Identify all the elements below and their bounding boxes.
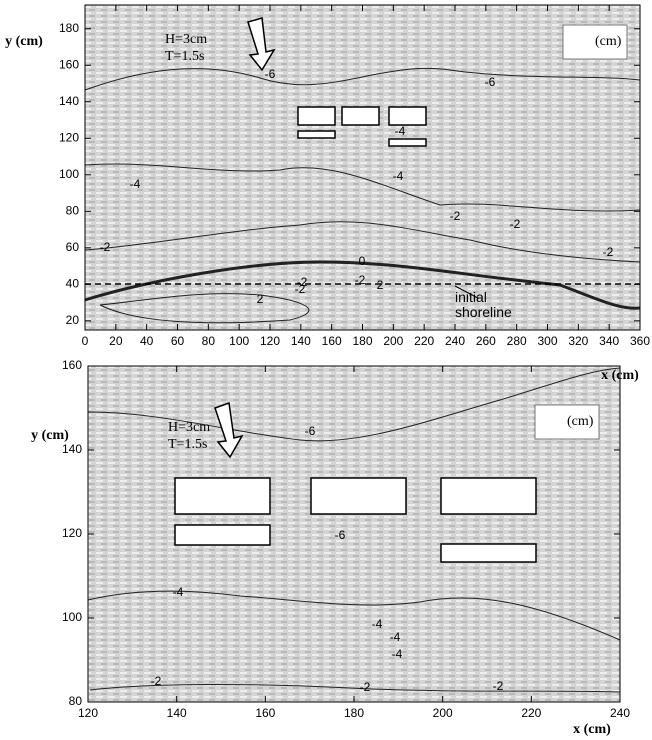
structure	[175, 478, 270, 514]
y-tick-label: 80	[66, 203, 80, 217]
annotation: H=3cm	[168, 420, 210, 435]
y-tick-label: 60	[66, 240, 80, 254]
annotation: (cm)	[567, 414, 594, 429]
x-tick-label: 360	[630, 334, 650, 348]
contour-label: -2	[100, 240, 111, 254]
contour-label: -4	[393, 169, 404, 183]
contour-label: -2	[360, 680, 371, 694]
contour-label: 0	[359, 254, 366, 268]
annotation: T=1.5s	[168, 437, 207, 452]
contour-label: -4	[390, 630, 401, 644]
y-tick-label: 160	[59, 57, 79, 71]
structure	[441, 478, 536, 514]
x-tick-label: 260	[476, 334, 496, 348]
annotation: T=1.5s	[165, 49, 204, 64]
contour-label: -6	[485, 75, 496, 89]
y-tick-label: 140	[59, 94, 79, 108]
x-tick-label: 280	[507, 334, 527, 348]
structure	[175, 525, 270, 545]
contour-label: -2	[603, 245, 614, 259]
page: -6-6-4-4-4-2-2-2-2-2022-2-2H=3cmT=1.5s(c…	[0, 0, 652, 740]
y-axis-label: y (cm)	[4, 34, 44, 50]
y-axis-label: y (cm)	[10, 428, 90, 444]
contour-label: -4	[173, 585, 184, 599]
contour-label: -2	[450, 209, 461, 223]
y-tick-label: 120	[59, 130, 79, 144]
x-tick-label: 320	[568, 334, 588, 348]
structure	[342, 107, 379, 125]
structure	[389, 107, 426, 125]
contour-label: -6	[305, 424, 316, 438]
y-tick-label: 100	[59, 167, 79, 181]
structure	[298, 131, 335, 138]
contour-label: -2	[493, 679, 504, 693]
x-tick-label: 200	[433, 706, 453, 720]
contour-label: -2	[151, 674, 162, 688]
x-tick-label: 300	[537, 334, 557, 348]
x-tick-label: 60	[171, 334, 185, 348]
x-tick-label: 100	[229, 334, 249, 348]
y-tick-label: 180	[59, 21, 79, 35]
contour-label: -4	[372, 617, 383, 631]
structure	[311, 478, 406, 514]
x-tick-label: 240	[610, 706, 630, 720]
chart-2: -6 -6 -4 -4 -4 -4 -2 -2 -2 H=3cm T=1.5s (cm) 120 140 1…	[62, 358, 630, 720]
x-tick-label: 240	[445, 334, 465, 348]
x-tick-label: 140	[291, 334, 311, 348]
y-tick-label: 20	[66, 313, 80, 327]
x-tick-label: 220	[414, 334, 434, 348]
x-tick-label: 180	[344, 706, 364, 720]
contour-label: -4	[130, 177, 141, 191]
x-tick-label: 200	[383, 334, 403, 348]
x-tick-label: 160	[322, 334, 342, 348]
contour-label: -2	[355, 273, 366, 287]
figure: -6-6-4-4-4-2-2-2-2-2022-2-2H=3cmT=1.5s(c…	[0, 0, 652, 740]
shoreline-label: initial shoreline	[455, 290, 545, 320]
y-tick-label: 40	[66, 277, 80, 291]
chart-1: -6-6-4-4-4-2-2-2-2-2022-2-2H=3cmT=1.5s(c…	[59, 5, 650, 348]
x-axis-label: x (cm)	[580, 368, 652, 384]
x-tick-label: 0	[82, 334, 89, 348]
y-tick-label: 80	[69, 694, 83, 708]
y-tick-label: 120	[62, 526, 82, 540]
x-tick-label: 40	[140, 334, 154, 348]
structure	[389, 139, 426, 146]
x-tick-label: 160	[255, 706, 275, 720]
x-tick-label: 120	[78, 706, 98, 720]
y-tick-label: 160	[62, 358, 82, 372]
x-tick-label: 80	[202, 334, 216, 348]
contour-label: 2	[257, 292, 264, 306]
x-tick-label: 20	[109, 334, 123, 348]
contour-label: 2	[377, 278, 384, 292]
contour-label: -6	[335, 528, 346, 542]
x-tick-label: 340	[599, 334, 619, 348]
y-tick-label: 100	[62, 610, 82, 624]
annotation: (cm)	[595, 34, 622, 49]
contour-label: -2	[510, 217, 521, 231]
structure	[441, 544, 536, 562]
contour-label: -4	[395, 124, 406, 138]
x-tick-label: 220	[521, 706, 541, 720]
x-tick-label: 180	[352, 334, 372, 348]
contour-label: -4	[392, 647, 403, 661]
annotation: H=3cm	[165, 32, 207, 47]
x-tick-label: 120	[260, 334, 280, 348]
y-tick-label: 140	[62, 442, 82, 456]
x-tick-label: 140	[167, 706, 187, 720]
x-axis-label: x (cm)	[552, 722, 632, 738]
contour-label: -6	[265, 67, 276, 81]
structure	[298, 107, 335, 125]
contour-label: -2	[297, 275, 308, 289]
